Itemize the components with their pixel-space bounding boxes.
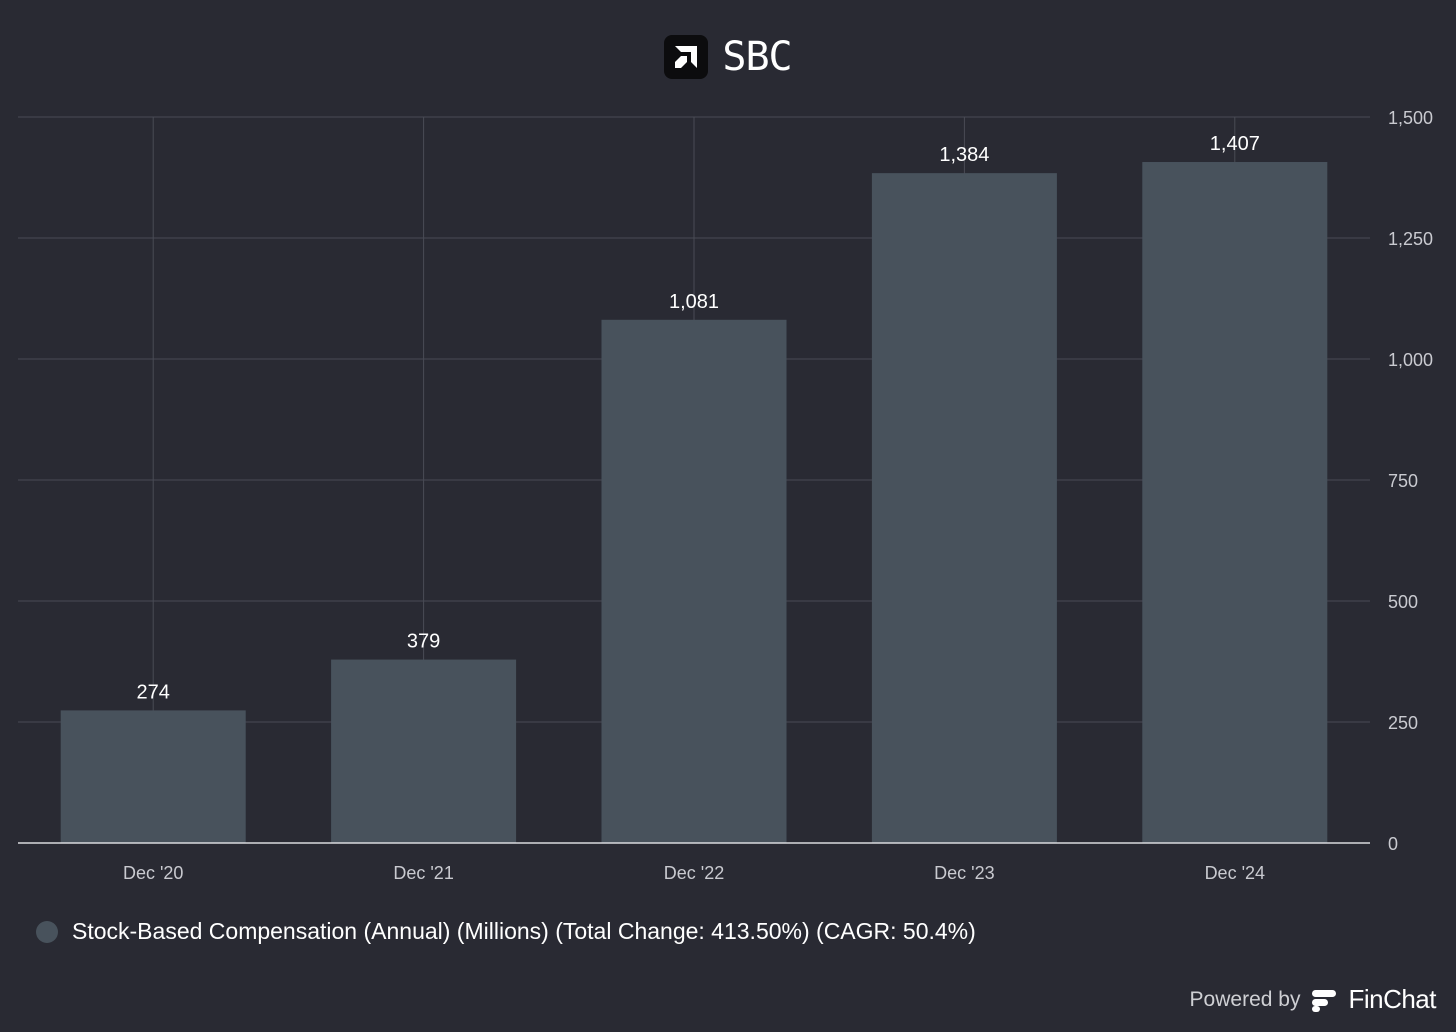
data-label: 1,407 (1210, 133, 1260, 155)
legend[interactable]: Stock-Based Compensation (Annual) (Milli… (36, 918, 976, 945)
bar (60, 710, 246, 843)
y-tick-label: 1,250 (1388, 229, 1433, 249)
finchat-logo-icon (1310, 986, 1338, 1014)
x-tick-label: Dec '23 (934, 863, 994, 883)
x-tick-label: Dec '21 (393, 863, 453, 883)
x-tick-label: Dec '24 (1205, 863, 1265, 883)
data-label: 379 (407, 631, 440, 653)
bar (871, 173, 1057, 844)
y-tick-label: 250 (1388, 713, 1418, 733)
bar (1142, 162, 1328, 844)
data-label: 1,384 (939, 144, 989, 166)
data-label: 1,081 (669, 291, 719, 313)
page-title: SBC (722, 34, 792, 80)
y-tick-label: 1,000 (1388, 350, 1433, 370)
bar (601, 319, 787, 843)
finchat-brand: FinChat (1348, 984, 1436, 1014)
amd-logo-icon (664, 35, 709, 79)
bar-chart: 0 250 500 750 1,000 1,250 1,500 274 Dec '20 379 De… (18, 108, 1433, 883)
x-tick-label: Dec '20 (123, 863, 183, 883)
data-label: 274 (137, 681, 170, 703)
powered-by-label: Powered by (1189, 987, 1301, 1011)
legend-swatch (36, 920, 58, 943)
chart-title: SBC (0, 34, 1456, 80)
legend-label: Stock-Based Compensation (Annual) (Milli… (72, 918, 976, 944)
powered-by-footer[interactable]: Powered by FinChat (1189, 984, 1437, 1015)
x-tick-label: Dec '22 (664, 863, 724, 883)
y-tick-label: 1,500 (1388, 108, 1433, 128)
bar (331, 659, 517, 843)
y-tick-label: 500 (1388, 592, 1418, 612)
y-tick-label: 750 (1388, 471, 1418, 491)
y-tick-label: 0 (1388, 834, 1398, 854)
